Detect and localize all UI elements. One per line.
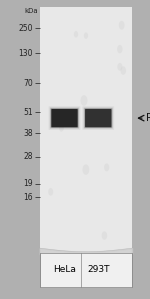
Ellipse shape — [104, 163, 109, 171]
FancyBboxPatch shape — [84, 108, 113, 129]
Ellipse shape — [48, 188, 53, 196]
FancyBboxPatch shape — [82, 106, 114, 130]
Text: RCC1: RCC1 — [146, 113, 150, 123]
Ellipse shape — [117, 45, 123, 53]
Ellipse shape — [102, 231, 107, 240]
Text: 70: 70 — [23, 79, 33, 88]
Text: 16: 16 — [23, 193, 33, 202]
Ellipse shape — [81, 95, 87, 106]
Ellipse shape — [120, 66, 126, 75]
FancyBboxPatch shape — [51, 109, 78, 127]
Ellipse shape — [84, 32, 88, 39]
FancyBboxPatch shape — [85, 109, 111, 127]
Ellipse shape — [119, 21, 125, 30]
FancyBboxPatch shape — [84, 108, 112, 128]
Text: 293T: 293T — [87, 265, 110, 274]
FancyBboxPatch shape — [51, 108, 78, 128]
Ellipse shape — [117, 63, 122, 71]
FancyBboxPatch shape — [49, 106, 80, 130]
Bar — [40, 7, 132, 253]
Ellipse shape — [74, 31, 78, 38]
Text: 130: 130 — [18, 49, 33, 58]
FancyBboxPatch shape — [50, 108, 79, 129]
Text: 38: 38 — [23, 129, 33, 138]
Text: kDa: kDa — [25, 8, 38, 14]
Text: 250: 250 — [18, 24, 33, 33]
Text: 51: 51 — [23, 108, 33, 117]
Ellipse shape — [82, 164, 89, 175]
Text: 19: 19 — [23, 179, 33, 188]
Text: HeLa: HeLa — [53, 265, 76, 274]
Text: 28: 28 — [24, 152, 33, 161]
Bar — [40, 253, 132, 287]
Ellipse shape — [59, 124, 64, 132]
